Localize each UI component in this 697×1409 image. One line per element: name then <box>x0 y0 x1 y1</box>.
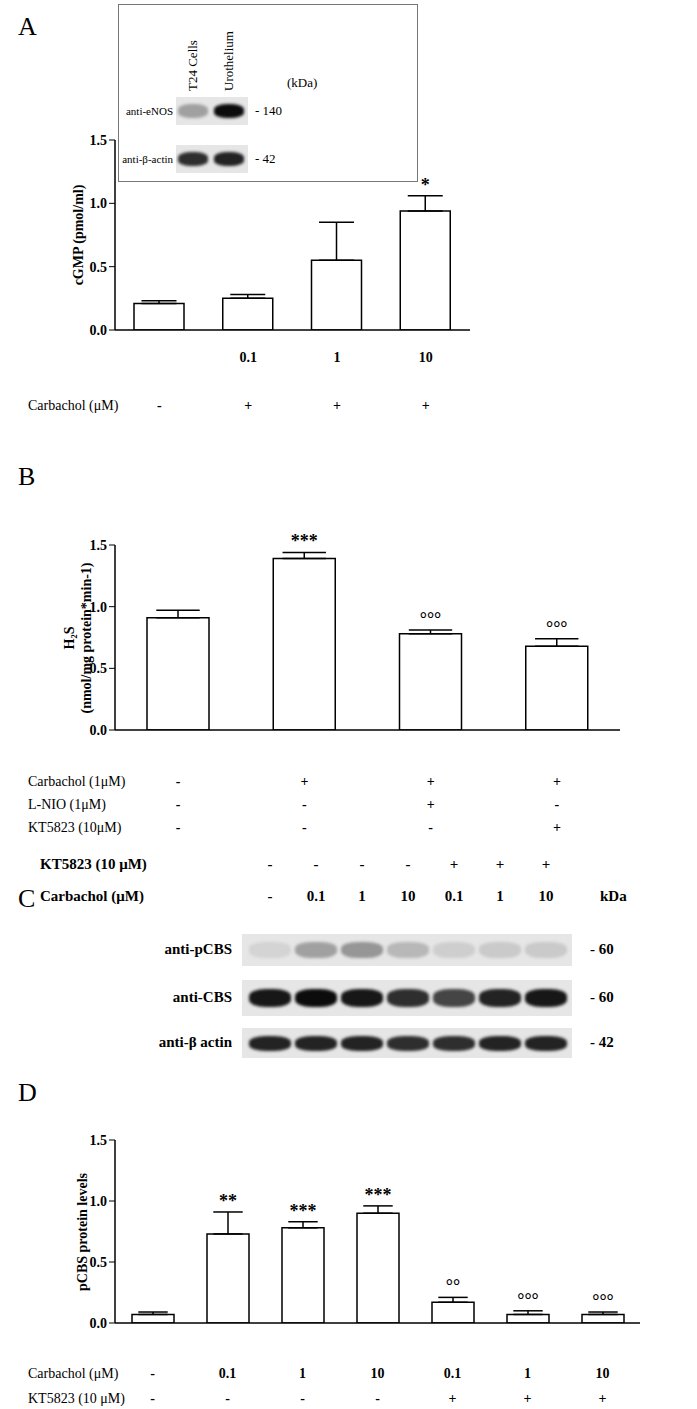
html-text:anti-β-actin: anti-β-actin <box>122 153 173 165</box>
svg-text:0.5: 0.5 <box>90 1255 108 1270</box>
html-text:1: 1 <box>358 888 366 904</box>
html-text:10: 10 <box>370 1366 385 1381</box>
html-text:cGMP (pmol/ml): cGMP (pmol/ml) <box>70 184 86 286</box>
svg-text:°°°: °°° <box>517 1290 539 1310</box>
html-text:B: B <box>18 462 36 491</box>
html-text:kDa: kDa <box>600 888 627 904</box>
html-text:1: 1 <box>299 1366 306 1381</box>
html-text:(nmol/mg protein*min-1): (nmol/mg protein*min-1) <box>79 562 94 714</box>
svg-text:°°: °° <box>446 1276 460 1296</box>
svg-text:1: 1 <box>333 350 340 365</box>
svg-text:0.1: 0.1 <box>239 350 257 365</box>
html-text:KT5823 (10μM): KT5823 (10μM) <box>28 820 122 835</box>
html-text:Carbachol (μM): Carbachol (μM) <box>28 1366 119 1381</box>
html-text:0.1: 0.1 <box>444 888 464 904</box>
html-text:- 60: - 60 <box>590 941 614 957</box>
html-text:Urothelium: Urothelium <box>221 31 236 91</box>
svg-text:***: *** <box>291 531 318 551</box>
html-text:L-NIO (1μM): L-NIO (1μM) <box>28 797 106 812</box>
svg-text:***: *** <box>365 1185 392 1205</box>
svg-text:1.5: 1.5 <box>90 133 108 148</box>
html-text:- 42: - 42 <box>590 1034 614 1050</box>
svg-text:1.0: 1.0 <box>90 600 108 615</box>
html-text:anti-eNOS: anti-eNOS <box>126 105 173 117</box>
html-text:Carbachol (μM): Carbachol (μM) <box>40 888 144 904</box>
svg-text:°°°: °°° <box>592 1291 614 1311</box>
html-text:Carbachol (1μM): Carbachol (1μM) <box>28 774 126 789</box>
svg-text:***: *** <box>290 1201 317 1221</box>
svg-text:0.0: 0.0 <box>90 1316 108 1331</box>
svg-text:0.0: 0.0 <box>90 323 108 338</box>
svg-text:*: * <box>421 175 430 195</box>
html-text:C: C <box>18 884 36 913</box>
svg-text:0.0: 0.0 <box>90 723 108 738</box>
html-text:0.1: 0.1 <box>306 888 326 904</box>
html-text:pCBS protein levels: pCBS protein levels <box>74 1173 90 1291</box>
html-text:1: 1 <box>524 1366 531 1381</box>
html-text:KT5823 (10 μM): KT5823 (10 μM) <box>28 1391 125 1406</box>
html-text:- 42: - 42 <box>255 151 276 166</box>
html-text:- 140: - 140 <box>255 103 283 118</box>
html-text:Carbachol (μM): Carbachol (μM) <box>28 398 119 413</box>
svg-text:10: 10 <box>419 350 433 365</box>
html-text:10: 10 <box>400 888 416 904</box>
html-text:10: 10 <box>595 1366 610 1381</box>
svg-text:1.5: 1.5 <box>90 1133 108 1148</box>
html-text:anti-β actin: anti-β actin <box>158 1034 232 1050</box>
html-text:H₂S: H₂S <box>62 626 77 650</box>
html-text:0.1: 0.1 <box>218 1366 237 1381</box>
html-text:1: 1 <box>496 888 504 904</box>
html-text:anti-CBS: anti-CBS <box>172 989 232 1005</box>
svg-text:1.0: 1.0 <box>90 196 108 211</box>
svg-text:1.0: 1.0 <box>90 1194 108 1209</box>
html-text:KT5823 (10 μM): KT5823 (10 μM) <box>40 856 147 872</box>
html-text:A: A <box>18 12 37 41</box>
html-text:T24 Cells: T24 Cells <box>185 40 200 91</box>
svg-text:0.5: 0.5 <box>90 661 108 676</box>
html-text:anti-pCBS: anti-pCBS <box>164 941 232 957</box>
html-text:(kDa): (kDa) <box>287 75 318 90</box>
svg-text:°°°: °°° <box>420 609 442 629</box>
svg-text:0.5: 0.5 <box>90 260 108 275</box>
svg-text:°°°: °°° <box>546 618 568 638</box>
svg-text:**: ** <box>219 1191 237 1211</box>
html-text:0.1: 0.1 <box>443 1366 462 1381</box>
html-text:10: 10 <box>538 888 554 904</box>
html-text:- 60: - 60 <box>590 989 614 1005</box>
svg-text:1.5: 1.5 <box>90 538 108 553</box>
html-text:D: D <box>18 1078 37 1107</box>
